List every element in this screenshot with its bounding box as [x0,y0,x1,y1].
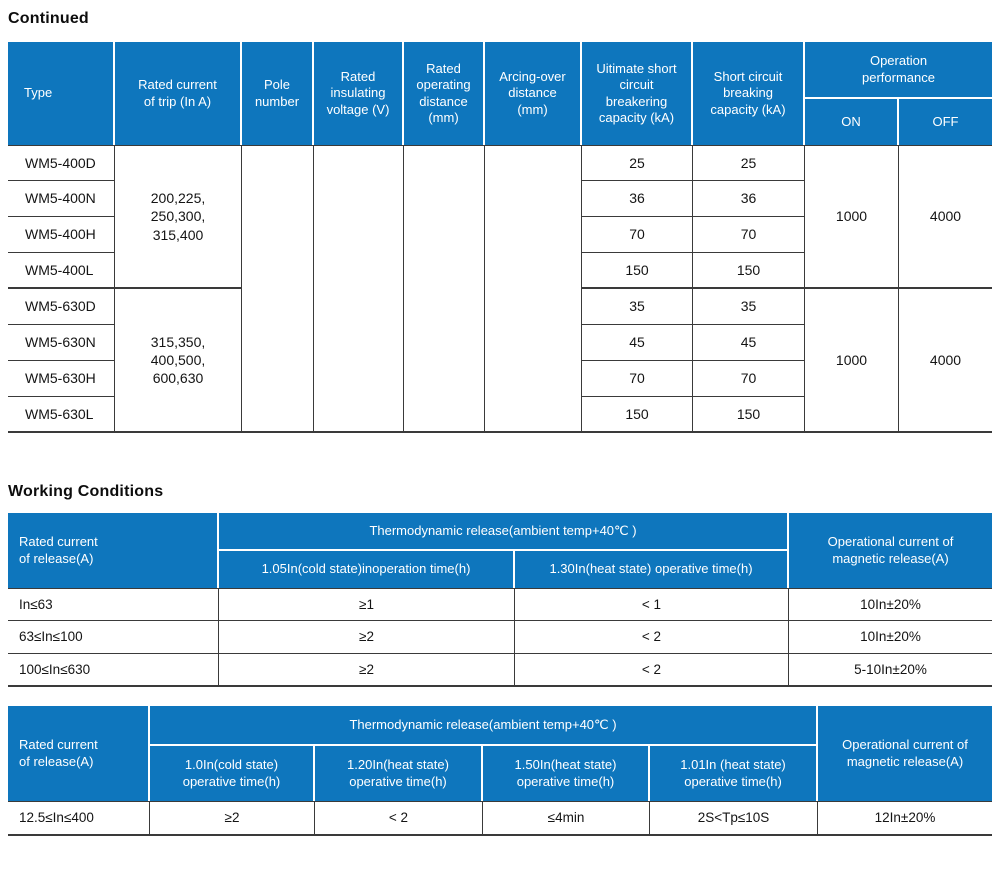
magnetic-cell: 10In±20% [789,621,993,654]
short-cell: 25 [693,145,805,181]
header-off: OFF [899,99,993,145]
type-cell: WM5-400D [8,145,115,181]
value-cell: < 2 [515,654,790,687]
on-cell: 1000 [805,289,899,433]
on-cell: 1000 [805,145,899,289]
ultimate-cell: 45 [582,325,693,361]
type-cell: WM5-630L [8,397,115,433]
header-type: Type [8,42,115,145]
short-cell: 70 [693,361,805,397]
value-cell: ≥2 [219,654,515,687]
header-ultimate-capacity: Uitimate short circuit breakering capaci… [582,42,693,145]
ultimate-cell: 70 [582,217,693,253]
value-cell: ≥1 [219,588,515,621]
header-cold-state: 1.0In(cold state) operative time(h) [150,746,315,801]
type-cell: WM5-400H [8,217,115,253]
short-cell: 150 [693,253,805,289]
ultimate-cell: 150 [582,253,693,289]
value-cell: < 1 [515,588,790,621]
value-cell: < 2 [515,621,790,654]
header-insulating-voltage: Rated insulating voltage (V) [314,42,404,145]
header-operating-distance: Rated operating distance (mm) [404,42,485,145]
type-cell: WM5-630N [8,325,115,361]
ultimate-cell: 36 [582,181,693,217]
off-cell: 4000 [899,145,993,289]
spec-table: Type Rated current of trip (In A) Pole n… [8,42,993,433]
ultimate-cell: 70 [582,361,693,397]
empty-cell-arcing [485,145,582,433]
header-cold-state: 1.05In(cold state)inoperation time(h) [219,551,515,588]
thermo-table-2: Rated current of release(A) Thermodynami… [8,706,993,836]
header-magnetic-release: Operational current of magnetic release(… [818,706,993,801]
header-heat-state-120: 1.20In(heat state) operative time(h) [315,746,483,801]
value-cell: ≥2 [150,801,315,836]
release-range-cell: 12.5≤In≤400 [8,801,150,836]
header-on: ON [805,99,899,145]
ultimate-cell: 35 [582,289,693,325]
value-cell: < 2 [315,801,483,836]
empty-cell-insulating [314,145,404,433]
rated-current-cell: 315,350, 400,500, 600,630 [115,289,242,433]
header-operation-performance: Operation performance [805,42,993,99]
type-cell: WM5-630H [8,361,115,397]
section-title-continued: Continued [8,10,89,27]
header-rated-release: Rated current of release(A) [8,706,150,801]
type-cell: WM5-400L [8,253,115,289]
ultimate-cell: 25 [582,145,693,181]
magnetic-cell: 12In±20% [818,801,993,836]
header-pole-number: Pole number [242,42,314,145]
empty-cell-pole [242,145,314,433]
type-cell: WM5-400N [8,181,115,217]
short-cell: 45 [693,325,805,361]
header-thermodynamic: Thermodynamic release(ambient temp+40℃ ) [150,706,819,746]
ultimate-cell: 150 [582,397,693,433]
value-cell: ≥2 [219,621,515,654]
thermo-table-1: Rated current of release(A) Thermodynami… [8,513,993,687]
header-heat-state: 1.30In(heat state) operative time(h) [515,551,790,588]
header-rated-release: Rated current of release(A) [8,513,219,588]
short-cell: 70 [693,217,805,253]
value-cell: 2S<Tp≤10S [650,801,819,836]
short-cell: 35 [693,289,805,325]
header-rated-current: Rated current of trip (In A) [115,42,242,145]
rated-current-cell: 200,225, 250,300, 315,400 [115,145,242,289]
magnetic-cell: 10In±20% [789,588,993,621]
section-title-working-conditions: Working Conditions [8,483,164,500]
off-cell: 4000 [899,289,993,433]
value-cell: ≤4min [483,801,650,836]
header-short-capacity: Short circuit breaking capacity (kA) [693,42,805,145]
header-arcing-distance: Arcing-over distance (mm) [485,42,582,145]
release-range-cell: 63≤In≤100 [8,621,219,654]
release-range-cell: 100≤In≤630 [8,654,219,687]
magnetic-cell: 5-10In±20% [789,654,993,687]
header-heat-state-101: 1.01In (heat state) operative time(h) [650,746,819,801]
header-heat-state-150: 1.50In(heat state) operative time(h) [483,746,650,801]
short-cell: 150 [693,397,805,433]
type-cell: WM5-630D [8,289,115,325]
document-page: Continued Type Rated current of trip (In… [8,10,993,836]
header-thermodynamic: Thermodynamic release(ambient temp+40℃ ) [219,513,790,551]
header-magnetic-release: Operational current of magnetic release(… [789,513,993,588]
short-cell: 36 [693,181,805,217]
empty-cell-operating [404,145,485,433]
release-range-cell: In≤63 [8,588,219,621]
